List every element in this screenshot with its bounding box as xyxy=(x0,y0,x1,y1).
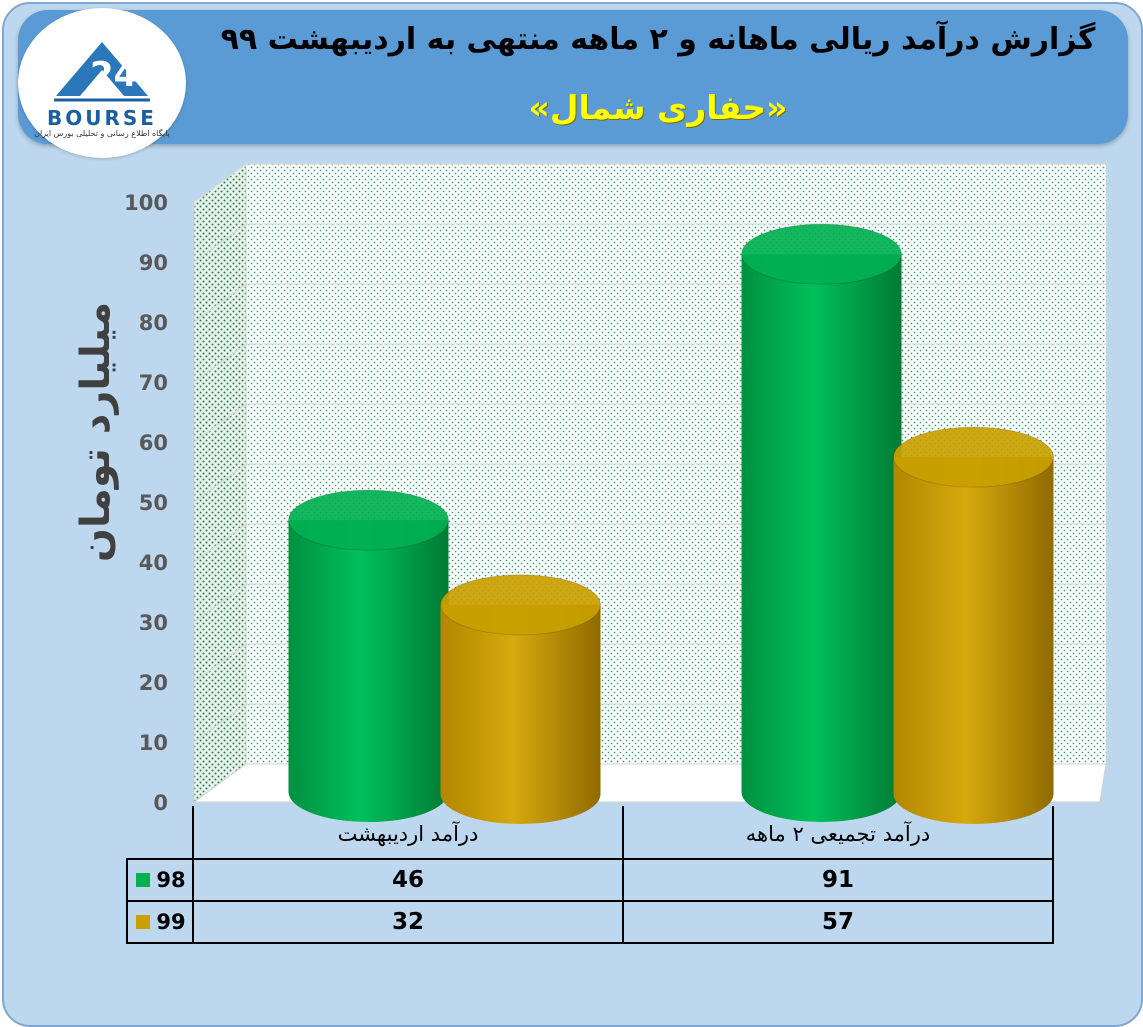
legend-key-99 xyxy=(136,915,151,929)
gridline-side xyxy=(193,703,247,743)
bar-top xyxy=(741,223,902,285)
y-tick-label: 50 xyxy=(139,491,168,515)
y-tick-label: 10 xyxy=(139,731,168,755)
bars xyxy=(288,223,1054,824)
bar-top xyxy=(440,574,601,636)
gridline-side xyxy=(193,463,247,503)
legend-row-98: 98 xyxy=(128,860,194,900)
value-99-cumulative: 57 xyxy=(821,909,854,935)
legend-label-98: 98 xyxy=(156,868,186,892)
y-tick-label: 20 xyxy=(139,671,168,695)
category-label-cumulative: درآمد تجمیعی ۲ ماهه xyxy=(745,822,931,846)
chart-plot: 0 10 20 30 40 50 60 70 80 90 100 xyxy=(124,163,1107,824)
y-tick-label: 0 xyxy=(153,791,168,815)
bar-98-1 xyxy=(741,223,902,823)
bourse-logo: 24 BOURSE پایگاه اطلاع رسانی و تحلیلی بو… xyxy=(18,8,186,158)
value-98-cumulative: 91 xyxy=(821,867,854,893)
bar-body xyxy=(893,457,1054,824)
category-label-monthly: درآمد اردیبهشت xyxy=(337,822,479,846)
gridline-side xyxy=(193,163,247,203)
y-tick-label: 100 xyxy=(124,191,168,215)
bar-99-0 xyxy=(440,574,601,824)
bar-body xyxy=(741,254,902,823)
y-axis-ticks: 0 10 20 30 40 50 60 70 80 90 100 xyxy=(124,191,168,815)
y-tick-label: 60 xyxy=(139,431,168,455)
y-tick-label: 70 xyxy=(139,371,168,395)
legend-key-98 xyxy=(136,873,151,887)
legend-label-99: 99 xyxy=(156,910,186,934)
y-tick-label: 30 xyxy=(139,611,168,635)
gridline-side xyxy=(193,223,247,263)
value-98-monthly: 46 xyxy=(391,867,424,893)
y-tick-label: 80 xyxy=(139,311,168,335)
logo-wordmark: BOURSE xyxy=(47,106,157,130)
gridline-side xyxy=(193,643,247,683)
gridline-side xyxy=(193,283,247,323)
bar-top xyxy=(288,489,449,551)
y-tick-label: 40 xyxy=(139,551,168,575)
bar-body xyxy=(288,520,449,823)
svg-text:24: 24 xyxy=(90,55,137,95)
legend-row-99: 99 xyxy=(128,902,194,942)
gridline-side xyxy=(193,403,247,443)
bar-body xyxy=(440,604,601,824)
y-tick-label: 90 xyxy=(139,251,168,275)
logo-mark-icon: 24 xyxy=(54,42,150,102)
bar-top xyxy=(893,426,1054,488)
bar-98-0 xyxy=(288,489,449,823)
chart-title: گزارش درآمد ریالی ماهانه و ۲ ماهه منتهی … xyxy=(220,22,1096,57)
chart-subtitle: «حفاری شمال» xyxy=(528,88,788,127)
gridline-side xyxy=(193,523,247,563)
title-banner: گزارش درآمد ریالی ماهانه و ۲ ماهه منتهی … xyxy=(18,10,1128,144)
bar-99-1 xyxy=(893,426,1054,824)
value-99-monthly: 32 xyxy=(391,909,424,935)
gridline-side xyxy=(193,343,247,383)
logo-tagline: پایگاه اطلاع رسانی و تحلیلی بورس ایران xyxy=(34,129,170,138)
gridline-side xyxy=(193,583,247,623)
